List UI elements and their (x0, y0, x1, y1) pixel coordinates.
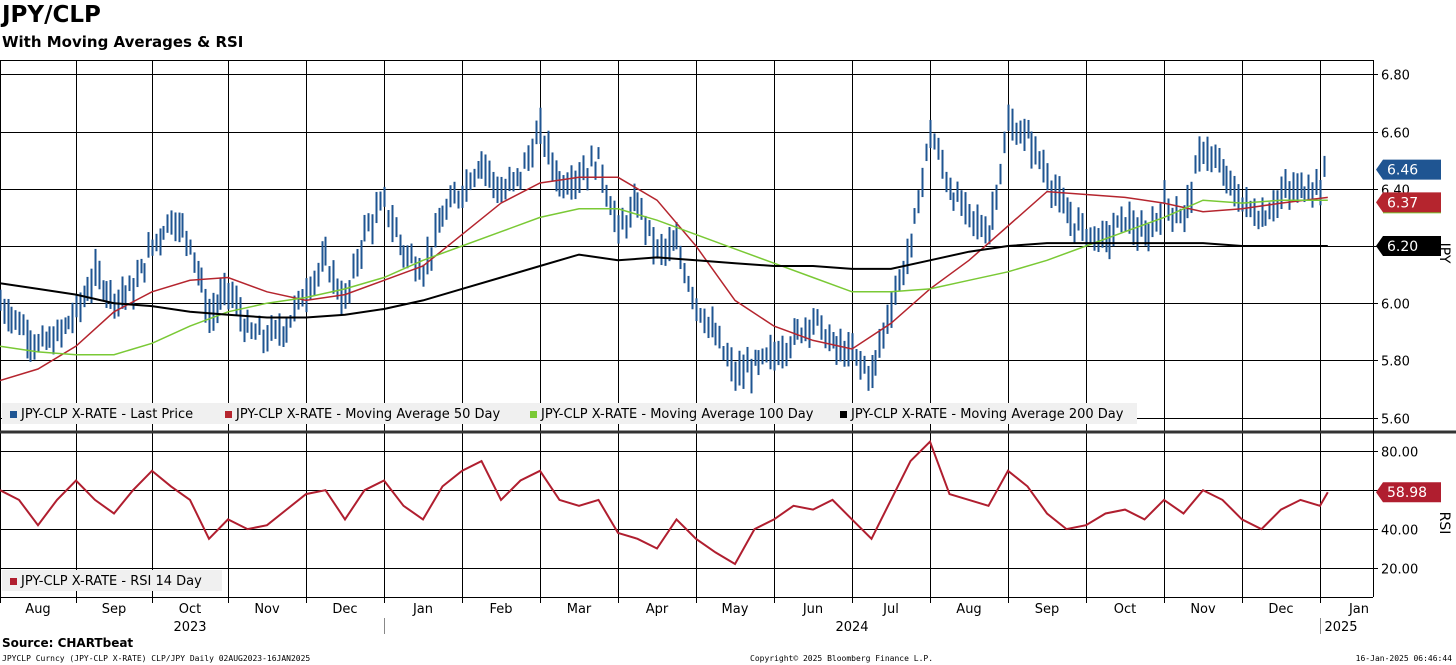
x-month-label: Feb (489, 602, 512, 617)
footer-copyright: Copyright© 2025 Bloomberg Finance L.P. (750, 654, 934, 663)
last-price-label: 6.46 (1376, 159, 1441, 180)
x-month-label: Nov (254, 602, 280, 617)
legend-swatch-price (10, 411, 17, 418)
rsi-legend-bg (2, 570, 222, 591)
rsi-legend: JPY-CLP X-RATE - RSI 14 Day (2, 570, 222, 591)
x-month-label: Oct (179, 602, 201, 617)
last-price-label-shape (1376, 159, 1441, 180)
x-month-label: Sep (102, 602, 127, 617)
x-month-label: Aug (956, 602, 981, 617)
price-ytick-label: 5.80 (1381, 355, 1410, 370)
price-legend-bg (2, 403, 1137, 424)
x-month-label: May (722, 602, 749, 617)
last-rsi-label-text: 58.98 (1387, 485, 1427, 501)
last-price-label-text: 6.46 (1387, 163, 1418, 179)
rsi-panel-grid (0, 432, 1373, 597)
legend-swatch-ma200 (840, 411, 847, 418)
chart-subtitle: With Moving Averages & RSI (2, 33, 244, 51)
legend-label-price: JPY-CLP X-RATE - Last Price (20, 407, 193, 422)
price-bars (0, 104, 1326, 394)
x-year-label: 2024 (835, 620, 868, 635)
x-month-label: Oct (1114, 602, 1136, 617)
rsi-panel-series (0, 439, 1329, 566)
price-ytick-label: 5.60 (1381, 413, 1410, 428)
chart-axes: 6.806.606.406.206.005.805.6080.0060.0040… (0, 60, 1456, 635)
rsi-axis-title: RSI (1436, 512, 1452, 535)
last-ma50-label: 6.37 (1376, 192, 1441, 213)
legend-label-ma50: JPY-CLP X-RATE - Moving Average 50 Day (235, 407, 500, 422)
price-ytick-label: 6.60 (1381, 127, 1410, 142)
last-rsi-label-shape (1376, 482, 1441, 503)
last-ma50-label-text: 6.37 (1387, 195, 1418, 211)
price-panel-grid (0, 60, 1373, 432)
series-line-ma100 (0, 199, 1328, 356)
last-ma50-label-shape (1376, 192, 1441, 213)
x-month-label: Sep (1035, 602, 1060, 617)
legend-swatch-ma50 (225, 411, 232, 418)
price-ytick-label: 6.80 (1381, 69, 1410, 84)
last-rsi-label: 58.98 (1376, 482, 1441, 503)
x-month-label: Jan (412, 602, 433, 617)
footer-timestamp: 16-Jan-2025 06:46:44 (1355, 654, 1452, 663)
series-line-rsi (0, 439, 1329, 566)
legend-label-ma100: JPY-CLP X-RATE - Moving Average 100 Day (540, 407, 814, 422)
last-ma200-label-text: 6.20 (1387, 239, 1418, 255)
legend-swatch-rsi (10, 578, 17, 585)
chart-title: JPY/CLP (2, 2, 101, 28)
chart-legends: JPY-CLP X-RATE - Last Price JPY-CLP X-RAT… (2, 403, 1137, 591)
price-panel-series (0, 104, 1328, 394)
x-month-label: Mar (567, 602, 592, 617)
x-month-label: Jul (882, 602, 899, 617)
series-line-ma200 (0, 242, 1328, 319)
x-year-label: 2023 (173, 620, 206, 635)
x-month-label: Dec (332, 602, 357, 617)
x-month-label: Apr (646, 602, 669, 617)
rsi-ytick-label: 80.00 (1381, 446, 1418, 461)
x-month-label: Aug (25, 602, 50, 617)
x-month-label: Jan (1348, 602, 1369, 617)
rsi-ytick-label: 40.00 (1381, 524, 1418, 539)
x-month-label: Jun (802, 602, 823, 617)
x-month-label: Nov (1190, 602, 1216, 617)
x-year-label: 2025 (1324, 620, 1357, 635)
rsi-ytick-label: 20.00 (1381, 563, 1418, 578)
legend-label-ma200: JPY-CLP X-RATE - Moving Average 200 Day (850, 407, 1124, 422)
footer-ticker-info: JPYCLP Curncy (JPY-CLP X-RATE) CLP/JPY D… (2, 654, 311, 663)
last-value-labels: 6.46 6.37 6.20 58.98 (1376, 159, 1441, 503)
price-ytick-label: 6.00 (1381, 298, 1410, 313)
legend-label-rsi: JPY-CLP X-RATE - RSI 14 Day (20, 574, 202, 589)
legend-swatch-ma100 (530, 411, 537, 418)
source-note: Source: CHARTbeat (2, 636, 134, 650)
last-ma200-label: 6.20 (1376, 236, 1441, 256)
price-legend: JPY-CLP X-RATE - Last Price JPY-CLP X-RAT… (2, 403, 1137, 424)
series-line-ma50 (0, 176, 1328, 382)
last-ma200-label-shape (1376, 236, 1441, 256)
x-month-label: Dec (1268, 602, 1293, 617)
